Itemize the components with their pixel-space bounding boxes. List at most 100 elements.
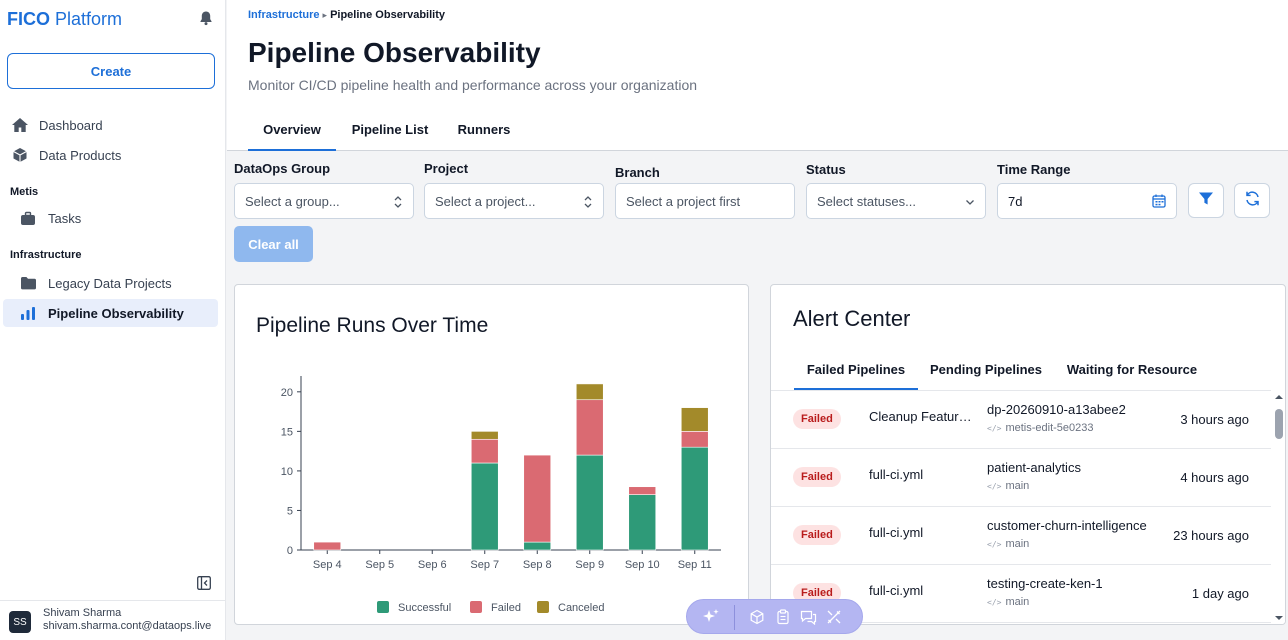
sidebar: FICO Platform Create Dashboard Data Prod… — [0, 0, 226, 640]
bar-canceled — [575, 383, 604, 401]
pipeline-runs-chart: 0 5 10 15 20 Sep 4 Sep 5 Sep 6 Sep 7 Sep 8 Sep 9 Se… — [281, 376, 721, 614]
sidebar-item-data-products[interactable]: Data Products — [3, 141, 218, 169]
bar-failed — [313, 541, 342, 551]
status-select-placeholder: Select statuses... — [817, 193, 916, 209]
status-badge: Failed — [793, 525, 841, 545]
status-select[interactable]: Select statuses... — [806, 183, 986, 219]
branch-input[interactable]: Select a project first — [615, 183, 795, 219]
alert-center-title: Alert Center — [793, 306, 911, 331]
tab-pending-pipelines[interactable]: Pending Pipelines — [930, 362, 1042, 377]
sidebar-item-pipeline-observability[interactable]: Pipeline Observability — [3, 299, 218, 327]
branch-name: </> main — [987, 538, 1030, 550]
tab-pipeline-list[interactable]: Pipeline List — [351, 122, 429, 137]
clear-all-button[interactable]: Clear all — [234, 226, 313, 262]
y-tick-label: 15 — [281, 426, 293, 438]
x-tick-label: Sep 5 — [365, 559, 394, 571]
collapse-sidebar-icon[interactable] — [197, 576, 211, 590]
pipeline-name[interactable]: full-ci.yml — [869, 583, 924, 598]
apply-filter-button[interactable] — [1188, 183, 1224, 218]
branch-name: </> metis-edit-5e0233 — [987, 422, 1094, 434]
bar-successful — [523, 541, 552, 551]
refresh-button[interactable] — [1234, 183, 1270, 218]
branch-name: </> main — [987, 596, 1030, 608]
project-name[interactable]: dp-20260910-a13abee2 — [987, 402, 1126, 417]
list-item[interactable]: Failed Cleanup Feature Branches dp-20260… — [771, 391, 1271, 449]
legend-label-successful: Successful — [398, 602, 451, 614]
group-select[interactable]: Select a group... — [234, 183, 414, 219]
status-badge: Failed — [793, 583, 841, 603]
chart-title: Pipeline Runs Over Time — [256, 314, 489, 337]
page-header: Infrastructure ▸ Pipeline Observability Pi… — [227, 0, 1288, 151]
project-name[interactable]: testing-create-ken-1 — [987, 576, 1103, 591]
tools-icon[interactable] — [825, 608, 843, 626]
list-item[interactable]: Failed full-ci.yml customer-churn-intell… — [771, 507, 1271, 565]
time-range-label: Time Range — [997, 162, 1071, 177]
user-profile[interactable]: SS Shivam Sharma shivam.sharma.cont@data… — [0, 600, 226, 640]
project-name[interactable]: customer-churn-intelligence — [987, 518, 1147, 533]
x-tick-label: Sep 11 — [678, 559, 712, 571]
failed-pipelines-list: Failed Cleanup Feature Branches dp-20260… — [771, 390, 1271, 624]
scrollbar-thumb[interactable] — [1275, 409, 1283, 439]
bell-icon[interactable] — [198, 10, 214, 26]
section-metis: Metis — [10, 186, 39, 198]
bar-successful — [575, 454, 604, 551]
sidebar-item-tasks[interactable]: Tasks — [3, 204, 218, 232]
home-icon — [10, 116, 30, 134]
brand-logo[interactable]: FICO Platform — [7, 9, 123, 29]
calendar-icon[interactable] — [1152, 194, 1166, 208]
user-email: shivam.sharma.cont@dataops.live — [43, 620, 212, 632]
folder-icon — [18, 274, 38, 292]
project-select-placeholder: Select a project... — [435, 193, 536, 209]
time-range-input[interactable]: 7d — [997, 183, 1177, 219]
cube-icon[interactable] — [748, 608, 766, 626]
legend-swatch-successful — [377, 601, 389, 613]
pipeline-name[interactable]: Cleanup Feature Branches — [869, 409, 973, 424]
pipeline-name[interactable]: full-ci.yml — [869, 525, 924, 540]
bar-failed — [523, 454, 552, 543]
alert-center-card: Alert Center Failed Pipelines Pending Pi… — [770, 284, 1286, 625]
breadcrumb-link-infrastructure[interactable]: Infrastructure — [248, 9, 320, 21]
branch-filter-label: Branch — [615, 165, 660, 180]
create-button[interactable]: Create — [7, 53, 215, 89]
time-ago: 1 day ago — [1191, 586, 1249, 601]
tab-overview[interactable]: Overview — [248, 114, 336, 151]
refresh-icon — [1244, 190, 1261, 212]
list-item[interactable]: Failed full-ci.yml patient-analytics </>… — [771, 449, 1271, 507]
code-icon: </> — [987, 540, 1002, 549]
chevron-updown-icon — [393, 195, 403, 209]
breadcrumb-separator: ▸ — [322, 10, 328, 20]
clipboard-icon[interactable] — [774, 608, 792, 626]
y-tick-label: 5 — [287, 505, 293, 517]
x-tick-label: Sep 7 — [470, 559, 499, 571]
filter-icon — [1198, 191, 1214, 211]
pipeline-name[interactable]: full-ci.yml — [869, 467, 924, 482]
project-name[interactable]: patient-analytics — [987, 460, 1081, 475]
tab-failed-pipelines[interactable]: Failed Pipelines — [794, 351, 918, 390]
sidebar-item-legacy-data-projects[interactable]: Legacy Data Projects — [3, 269, 218, 297]
avatar: SS — [9, 611, 31, 633]
breadcrumb: Infrastructure ▸ Pipeline Observability — [248, 9, 445, 21]
tab-runners[interactable]: Runners — [457, 122, 511, 137]
bar-successful — [680, 446, 709, 551]
bar-failed — [680, 431, 709, 448]
tab-waiting-for-resource[interactable]: Waiting for Resource — [1066, 362, 1198, 377]
page-subtitle: Monitor CI/CD pipeline health and perfor… — [248, 77, 698, 93]
bar-successful — [470, 462, 499, 551]
time-ago: 4 hours ago — [1180, 470, 1249, 485]
scrollbar[interactable] — [1271, 390, 1285, 624]
chevron-down-icon — [965, 195, 975, 209]
sidebar-item-label: Legacy Data Projects — [48, 275, 172, 291]
sparkle-icon[interactable] — [702, 608, 720, 626]
project-select[interactable]: Select a project... — [424, 183, 604, 219]
chat-icon[interactable] — [799, 608, 817, 626]
user-name: Shivam Sharma — [43, 607, 122, 619]
bar-canceled — [680, 407, 709, 432]
sidebar-item-dashboard[interactable]: Dashboard — [3, 111, 218, 139]
list-item[interactable]: Failed full-ci.yml testing-create-ken-1 … — [771, 565, 1271, 623]
project-filter-label: Project — [424, 161, 469, 176]
bar-failed — [470, 438, 499, 464]
group-filter-label: DataOps Group — [234, 161, 331, 176]
branch-name: </> main — [987, 480, 1030, 492]
cube-icon — [10, 146, 30, 164]
status-badge: Failed — [793, 467, 841, 487]
